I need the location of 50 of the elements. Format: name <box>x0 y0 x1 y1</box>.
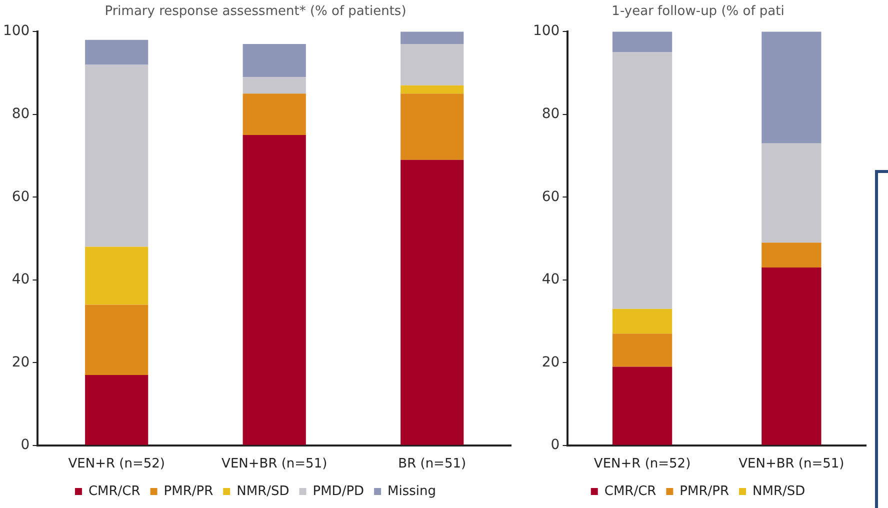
y-tick-label: 80 <box>12 106 30 122</box>
bar <box>85 304 148 376</box>
y-tick-label: 0 <box>550 437 560 454</box>
legend-label: NMR/SD <box>236 484 290 499</box>
y-tick-label: 60 <box>12 188 30 205</box>
legend-label: CMR/CR <box>604 484 656 499</box>
y-tick-label: 40 <box>542 272 560 288</box>
legend-label: PMD/PD <box>312 484 364 499</box>
y-tick-label: 20 <box>12 354 30 370</box>
bar <box>612 334 672 367</box>
bar <box>612 32 672 52</box>
y-tick-label: 0 <box>20 437 30 454</box>
bar <box>762 143 822 243</box>
bar <box>400 32 464 44</box>
bar <box>612 308 672 334</box>
x-tick-label: VEN+BR (n=51) <box>738 456 844 472</box>
bar <box>762 242 822 268</box>
x-tick-label: BR (n=51) <box>398 456 466 472</box>
bar <box>400 44 464 86</box>
bar <box>85 375 148 445</box>
x-tick-label: VEN+R (n=52) <box>594 456 691 472</box>
bar <box>400 160 464 445</box>
bar <box>612 366 672 445</box>
y-tick-label: 100 <box>532 23 560 40</box>
chart-title: Primary response assessment* (% of patients) <box>104 4 406 20</box>
bar <box>400 94 464 160</box>
legend-label: Missing <box>388 484 436 499</box>
bar <box>85 40 148 65</box>
bar <box>612 52 672 309</box>
y-tick-label: 60 <box>542 188 560 205</box>
x-tick-label: VEN+R (n=52) <box>68 456 165 472</box>
bar <box>762 32 822 144</box>
legend-label: CMR/CR <box>88 484 140 499</box>
legend-label: PMR/PR <box>680 484 730 499</box>
legend-label: NMR/SD <box>752 484 806 499</box>
y-tick-label: 40 <box>12 272 30 288</box>
bar <box>85 246 148 305</box>
y-tick-label: 80 <box>542 106 560 122</box>
bar <box>242 94 306 136</box>
x-tick-label: VEN+BR (n=51) <box>222 456 328 472</box>
y-tick-label: 20 <box>542 354 560 370</box>
bar <box>242 44 306 78</box>
bar <box>762 267 822 445</box>
bar <box>242 135 306 445</box>
chart-title: 1-year follow-up (% of pati <box>612 4 784 20</box>
bar <box>400 85 464 94</box>
bar <box>85 64 148 247</box>
legend-label: PMR/PR <box>164 484 214 499</box>
y-tick-label: 100 <box>2 23 30 40</box>
bar <box>242 77 306 94</box>
